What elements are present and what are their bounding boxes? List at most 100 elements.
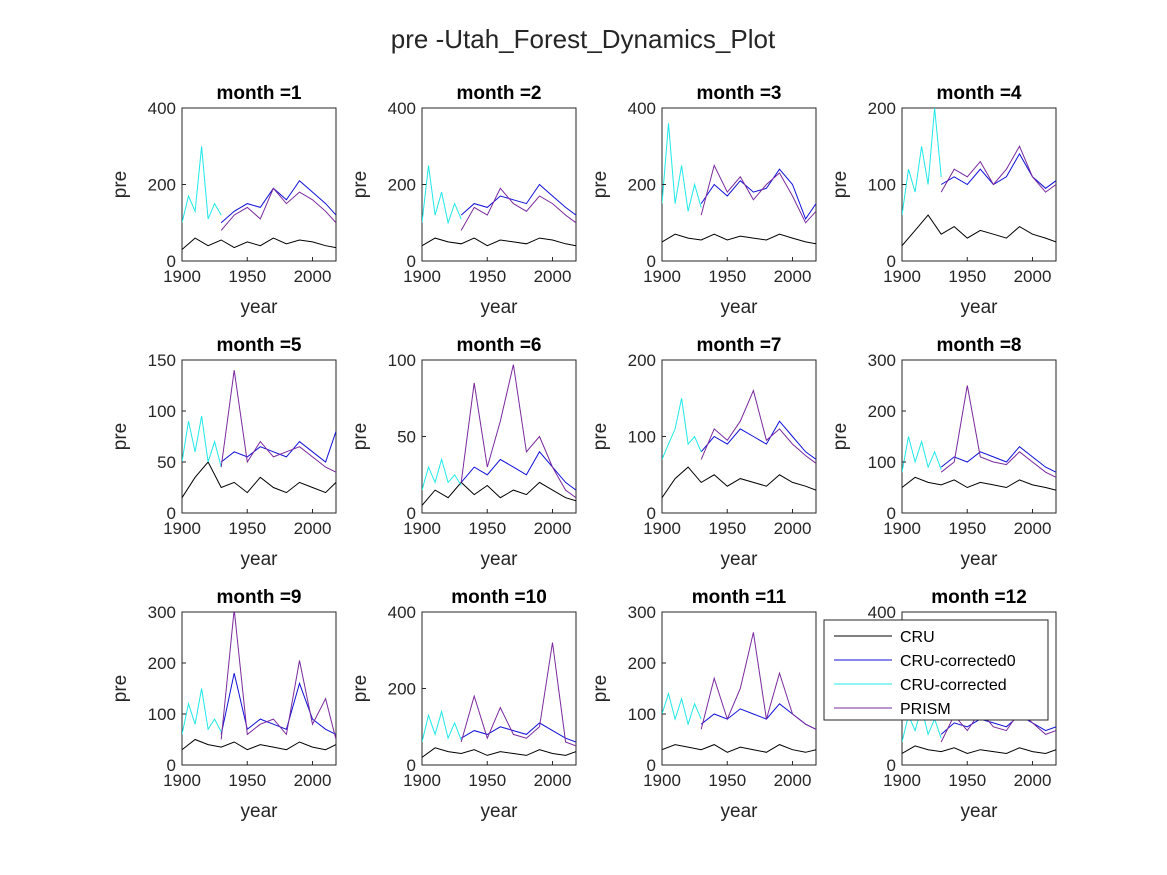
x-axis-label: year [721,549,759,570]
series-line-cru [662,744,816,753]
series-lines [182,146,336,250]
series-line-cru-corrected0 [700,168,816,220]
x-tick-label: 2000 [1014,519,1052,538]
y-tick-label: 300 [628,603,656,622]
y-tick-label: 200 [148,654,176,673]
figure-title: pre -Utah_Forest_Dynamics_Plot [391,24,776,54]
legend-label: CRU [900,629,935,646]
series-lines [662,632,816,753]
x-tick-label: 2000 [534,771,572,790]
x-axis-label: year [241,297,279,318]
y-tick-label: 0 [647,756,656,775]
subplot-title: month =5 [217,335,302,356]
y-axis-label: pre [110,675,131,702]
subplot-title: month =12 [931,587,1027,608]
y-axis-label: pre [830,171,851,198]
series-line-cru-corrected0 [460,183,576,216]
y-tick-label: 200 [388,176,416,195]
series-lines [662,123,816,245]
x-tick-label: 2000 [534,267,572,286]
subplot-month-9: 1900 1950 2000 0 100 200 300 month =9 year pre [110,587,337,822]
plot-area [661,107,817,262]
subplot-title: month =11 [692,587,787,608]
x-tick-label: 1950 [948,267,986,286]
subplot-title: month =4 [937,83,1022,104]
y-tick-label: 300 [148,603,176,622]
y-tick-label: 100 [628,428,656,447]
y-tick-label: 0 [647,252,656,271]
x-tick-label: 1900 [643,519,681,538]
y-tick-label: 200 [148,176,176,195]
subplot-title: month =9 [217,587,302,608]
subplot-title: month =8 [937,335,1022,356]
x-tick-label: 1900 [883,267,921,286]
y-tick-label: 200 [628,176,656,195]
y-tick-label: 400 [388,603,416,622]
y-tick-label: 50 [157,453,176,472]
series-line-cru-corrected [422,165,462,225]
y-tick-label: 0 [167,252,176,271]
y-tick-label: 200 [628,654,656,673]
series-line-cru-corrected [182,688,222,735]
y-tick-label: 0 [407,252,416,271]
y-tick-label: 100 [148,402,176,421]
series-line-prism [460,642,576,747]
subplot-month-11: 1900 1950 2000 0 100 200 300 month =11 year pre [590,587,817,822]
series-line-cru-corrected0 [940,714,1056,735]
subplot-month-8: 1900 1950 2000 0 100 200 300 month =8 year pre [830,335,1057,570]
x-tick-label: 1900 [163,519,201,538]
subplot-title: month =1 [217,83,302,104]
series-line-cru-corrected0 [460,722,576,743]
y-tick-label: 200 [868,402,896,421]
x-axis-label: year [481,297,519,318]
series-line-cru-corrected [662,691,702,727]
subplot-month-1: 1900 1950 2000 0 200 400 month =1 year pre [110,83,337,318]
y-tick-label: 200 [388,680,416,699]
series-lines [902,385,1056,491]
x-axis-label: year [241,801,279,822]
y-tick-label: 100 [628,705,656,724]
x-tick-label: 1950 [708,267,746,286]
y-tick-label: 0 [887,252,896,271]
series-line-prism [940,145,1056,193]
series-lines [422,165,576,247]
x-tick-label: 1950 [228,771,266,790]
series-line-cru-corrected [182,416,222,468]
plot-area [661,359,817,514]
y-axis-label: pre [350,171,371,198]
subplot-month-7: 1900 1950 2000 0 100 200 month =7 year pre [590,335,817,570]
series-line-cru-corrected0 [700,420,816,460]
x-tick-label: 1900 [163,267,201,286]
plot-area [901,359,1057,514]
subplot-month-5: 1900 1950 2000 0 50 100 150 month =5 year pre [110,335,337,570]
y-axis-label: pre [110,171,131,198]
series-line-cru [902,214,1056,247]
x-tick-label: 1900 [163,771,201,790]
series-line-cru-corrected [662,398,702,460]
series-line-cru [902,476,1056,491]
subplot-title: month =10 [451,587,547,608]
plot-area [181,611,337,766]
y-tick-label: 0 [407,504,416,523]
subplot-title: month =7 [697,335,782,356]
x-tick-label: 1950 [468,771,506,790]
series-line-cru-corrected [902,436,942,473]
y-tick-label: 400 [868,603,896,622]
plot-area [421,107,577,262]
series-line-cru-corrected0 [940,446,1056,473]
legend-label: CRU-corrected0 [900,653,1016,670]
plot-area [421,359,577,514]
x-tick-label: 1900 [883,771,921,790]
series-line-prism [220,187,336,231]
series-line-cru-corrected0 [460,450,576,491]
x-tick-label: 2000 [774,771,812,790]
series-line-cru [422,747,576,758]
legend-box [823,619,1049,721]
y-tick-label: 100 [868,176,896,195]
x-tick-label: 1900 [403,267,441,286]
x-tick-label: 1950 [948,519,986,538]
legend-label: PRISM [900,701,951,718]
plot-area [181,107,337,262]
